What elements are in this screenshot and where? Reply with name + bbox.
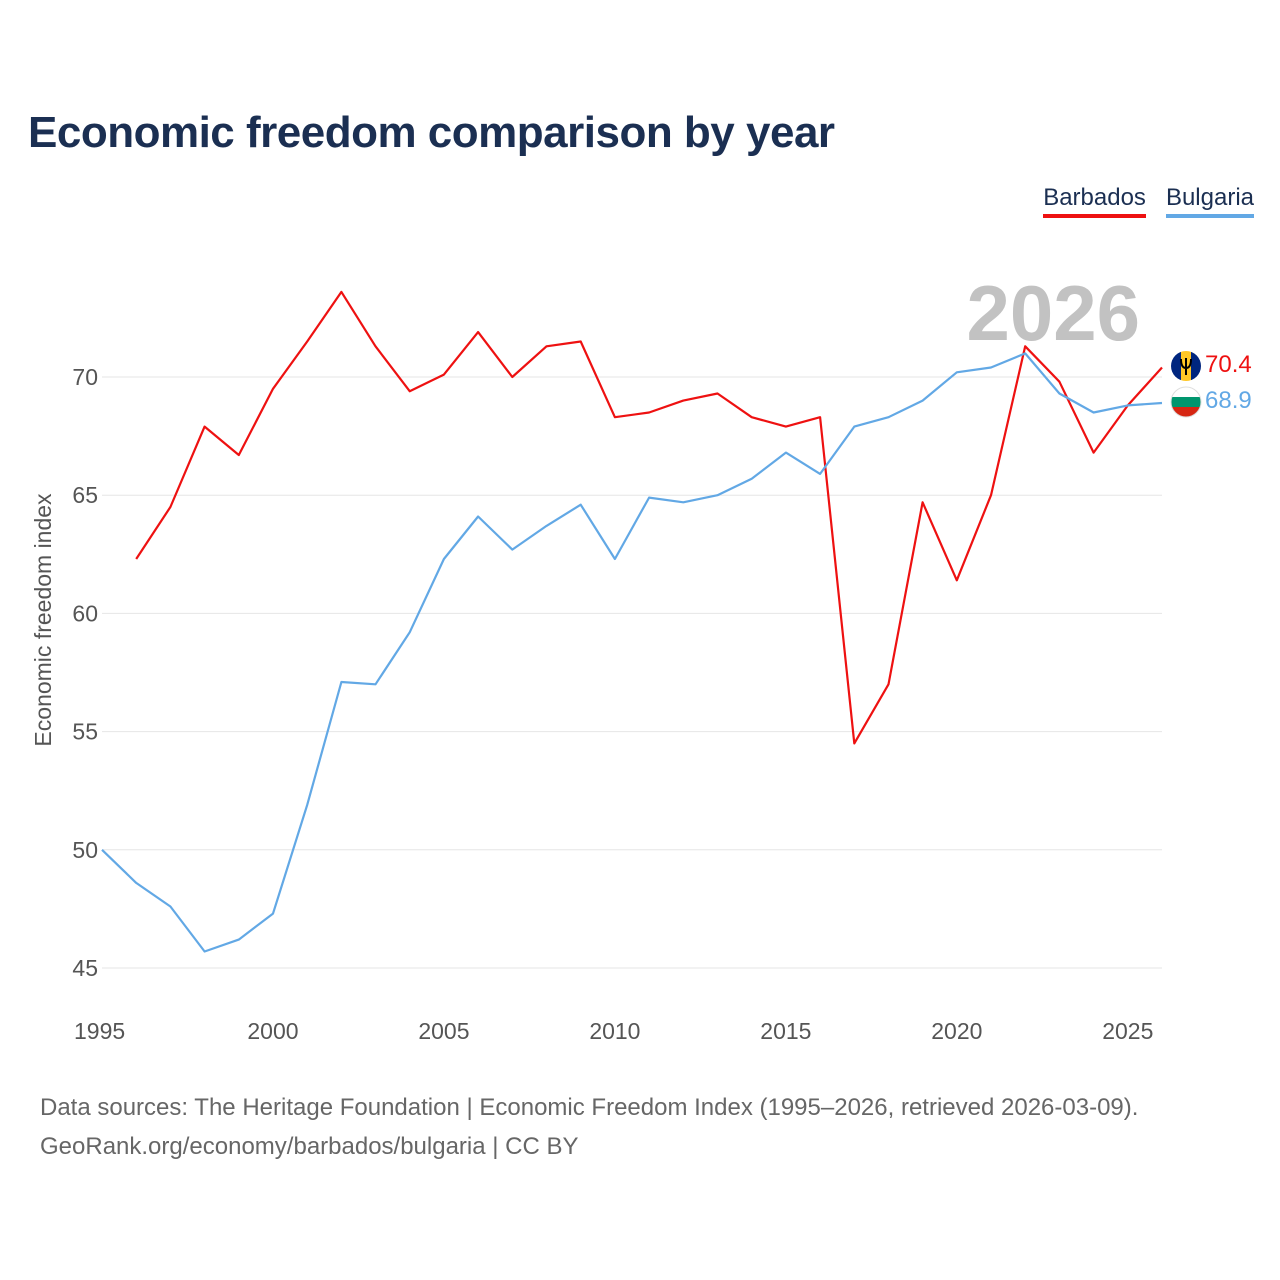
x-tick-label-2005: 2005: [418, 1018, 469, 1044]
series-line-bulgaria[interactable]: [101, 352, 1163, 953]
x-tick-label-1995: 1995: [74, 1018, 125, 1044]
x-tick-label-2010: 2010: [589, 1018, 640, 1044]
y-tick-label-60: 60: [72, 600, 98, 626]
bulgaria-flag-icon: [1170, 386, 1202, 418]
legend-item-barbados[interactable]: Barbados: [1043, 184, 1146, 218]
barbados-flag-icon: [1171, 351, 1201, 381]
end-value-bulgaria: 68.9: [1205, 387, 1252, 414]
y-axis-ticks: 45 50 55 60 65 70: [72, 364, 98, 981]
x-tick-label-2015: 2015: [760, 1018, 811, 1044]
x-tick-label-2025: 2025: [1102, 1018, 1153, 1044]
x-tick-label-2000: 2000: [247, 1018, 298, 1044]
y-tick-label-50: 50: [72, 837, 98, 863]
end-value-barbados: 70.4: [1205, 351, 1252, 378]
chart-title: Economic freedom comparison by year: [28, 108, 835, 157]
source-note: Data sources: The Heritage Foundation | …: [40, 1088, 1138, 1166]
series-line-barbados[interactable]: [135, 290, 1163, 745]
y-tick-label-65: 65: [72, 482, 98, 508]
grid-lines: [102, 376, 1162, 969]
current-year-watermark: 2026: [966, 269, 1140, 357]
x-tick-label-2020: 2020: [931, 1018, 982, 1044]
y-tick-label-45: 45: [72, 955, 98, 981]
source-line-2[interactable]: GeoRank.org/economy/barbados/bulgaria | …: [40, 1133, 579, 1160]
series-lines: [101, 290, 1163, 953]
x-axis-ticks: 1995 2000 2005 2010 2015 2020 2025: [74, 1018, 1153, 1044]
legend-item-bulgaria[interactable]: Bulgaria: [1165, 184, 1254, 218]
legend: Barbados Bulgaria: [1043, 184, 1254, 218]
y-tick-label-55: 55: [72, 719, 98, 745]
y-tick-label-70: 70: [72, 364, 98, 390]
source-line-1: Data sources: The Heritage Foundation | …: [40, 1094, 1139, 1121]
y-axis-label: Economic freedom index: [30, 493, 56, 747]
